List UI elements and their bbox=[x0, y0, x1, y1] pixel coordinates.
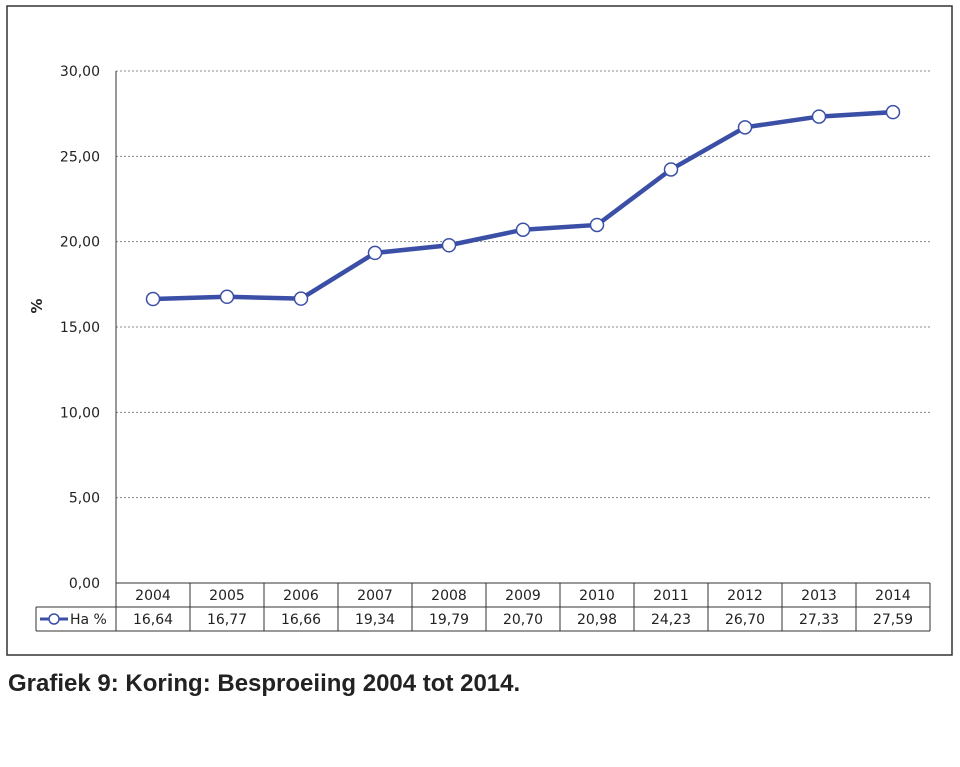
figure-caption: Grafiek 9: Koring: Besproeiing 2004 tot … bbox=[8, 670, 521, 697]
x-tick-label: 2013 bbox=[801, 588, 837, 604]
y-tick-label: 30,00 bbox=[60, 64, 100, 80]
y-tick-label: 5,00 bbox=[69, 491, 100, 507]
y-axis: 0,00 5,00 10,00 15,00 20,00 25,00 30,00 bbox=[60, 64, 117, 592]
data-point bbox=[737, 120, 753, 135]
data-point bbox=[589, 217, 605, 233]
x-tick-label: 2009 bbox=[505, 588, 541, 604]
data-point bbox=[219, 289, 235, 305]
x-tick-label: 2005 bbox=[209, 588, 245, 604]
table-value-cell: 20,98 bbox=[577, 612, 617, 628]
x-tick-label: 2012 bbox=[727, 588, 763, 604]
chart-frame bbox=[6, 5, 953, 656]
table-value-cell: 16,64 bbox=[133, 612, 173, 628]
table-value-cell: 16,77 bbox=[207, 612, 247, 628]
data-point bbox=[885, 104, 901, 120]
data-point bbox=[293, 291, 309, 306]
table-value-cell: 20,70 bbox=[503, 612, 543, 628]
table-value-cell: 24,23 bbox=[651, 612, 691, 628]
y-tick-label: 0,00 bbox=[69, 576, 100, 592]
y-tick-label: 25,00 bbox=[60, 149, 100, 165]
x-tick-label: 2010 bbox=[579, 588, 615, 604]
line-chart: 0,00 5,00 10,00 15,00 20,00 25,00 30,00 % 2004… bbox=[6, 5, 953, 656]
series-ha-pct bbox=[145, 104, 901, 307]
y-axis-label: % bbox=[28, 298, 46, 313]
legend-point-marker bbox=[48, 613, 60, 625]
legend-label: Ha % bbox=[70, 612, 107, 628]
y-tick-label: 15,00 bbox=[60, 320, 100, 336]
x-tick-label: 2011 bbox=[653, 588, 689, 604]
table-value-cell: 27,33 bbox=[799, 612, 839, 628]
data-table: 2004 16,64 2005 16,77 2006 16,66 2007 19,34 2008… bbox=[35, 582, 931, 632]
data-point bbox=[441, 238, 457, 253]
data-point bbox=[663, 162, 679, 177]
data-point bbox=[811, 109, 827, 124]
x-tick-label: 2006 bbox=[283, 588, 319, 604]
data-point bbox=[515, 222, 531, 237]
table-value-cell: 16,66 bbox=[281, 612, 321, 628]
table-value-cell: 27,59 bbox=[873, 612, 913, 628]
y-tick-label: 10,00 bbox=[60, 405, 100, 421]
x-tick-label: 2007 bbox=[357, 588, 393, 604]
x-tick-label: 2004 bbox=[135, 588, 171, 604]
x-tick-label: 2014 bbox=[875, 588, 911, 604]
table-value-cell: 19,34 bbox=[355, 612, 395, 628]
y-tick-label: 20,00 bbox=[60, 235, 100, 251]
data-point bbox=[367, 245, 383, 261]
x-tick-label: 2008 bbox=[431, 588, 467, 604]
table-value-cell: 19,79 bbox=[429, 612, 469, 628]
data-point bbox=[145, 291, 161, 307]
table-value-cell: 26,70 bbox=[725, 612, 765, 628]
